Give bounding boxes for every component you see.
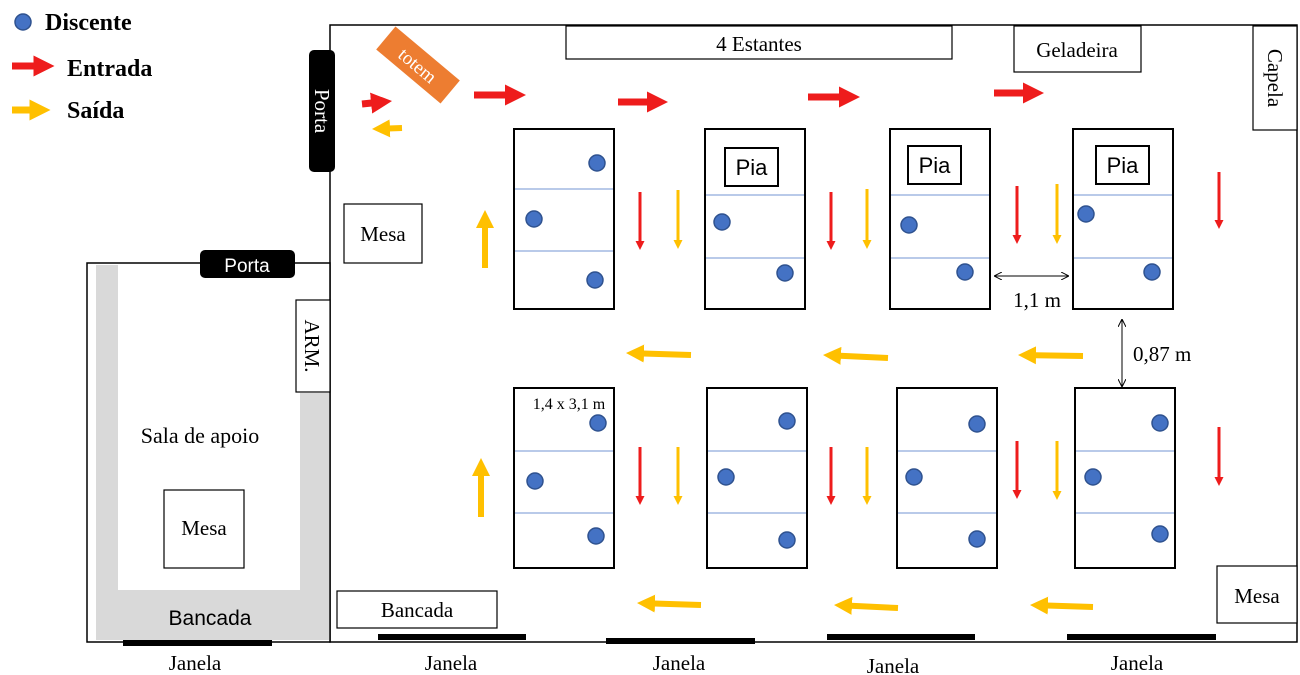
pia-label: Pia (919, 153, 952, 178)
lab-bench: Pia (1072, 128, 1174, 310)
discente-marker (717, 468, 735, 486)
discente-marker (1077, 205, 1095, 223)
legend: Discente Entrada Saída (12, 10, 152, 124)
porta-main-door (309, 50, 335, 172)
window-bar (606, 638, 755, 644)
discente-marker (905, 468, 923, 486)
pia-sink (724, 147, 779, 187)
window-bar (123, 640, 272, 646)
entrada-arrow (361, 92, 393, 114)
saida-arrow (1017, 346, 1084, 365)
discente-marker (900, 216, 918, 234)
window-bar (378, 634, 526, 640)
janela-label: Janela (1111, 651, 1164, 675)
discente-marker (956, 263, 974, 281)
sala-apoio-label: Sala de apoio (141, 423, 260, 448)
totem-box (376, 26, 460, 104)
dimension-markers: 1,1 m 0,87 m (995, 276, 1191, 386)
benches: Pia Pia Pia 1,4 x 3,1 m (513, 128, 1176, 569)
discente-marker (588, 154, 606, 172)
estantes (565, 25, 953, 60)
support-room: Bancada Sala de apoio Mesa ARM. Porta (86, 250, 331, 643)
mesa-sala (163, 489, 245, 569)
geladeira (1013, 25, 1142, 73)
discente-marker (1143, 263, 1161, 281)
lab-bench (1074, 387, 1176, 569)
discente-marker (586, 271, 604, 289)
discente-marker (713, 213, 731, 231)
discente-marker (589, 414, 607, 432)
janela-label: Janela (653, 651, 706, 675)
bancada-main-label: Bancada (381, 598, 454, 622)
porta-main-label: Porta (310, 89, 334, 134)
mesa-sala-label: Mesa (181, 516, 227, 540)
discente-marker (526, 472, 544, 490)
discente-marker (1084, 468, 1102, 486)
legend-discente-marker (14, 13, 32, 31)
capela-label: Capela (1263, 49, 1287, 108)
discente-marker (776, 264, 794, 282)
bancada-main (336, 590, 498, 629)
discente-marker (1151, 525, 1169, 543)
mesa-right-label: Mesa (1234, 584, 1280, 608)
mesa-left-label: Mesa (360, 222, 406, 246)
lab-bench (896, 387, 998, 569)
porta-sala-label: Porta (224, 256, 270, 277)
capela (1252, 25, 1298, 131)
pia-sink (907, 145, 962, 185)
estantes-label: 4 Estantes (716, 32, 802, 56)
janela-label: Janela (169, 651, 222, 675)
pia-label: Pia (736, 155, 769, 180)
lab-bench (513, 128, 615, 310)
discente-marker (778, 531, 796, 549)
support-room-bench-area (96, 265, 329, 640)
discente-marker (778, 412, 796, 430)
lab-bench: Pia (704, 128, 806, 310)
lab-bench: Pia (889, 128, 991, 310)
legend-discente-label: Discente (45, 10, 132, 36)
lab-bench: 1,4 x 3,1 m (513, 387, 615, 569)
saida-arrow (371, 119, 403, 138)
discente-marker (587, 527, 605, 545)
saida-arrow (625, 344, 692, 363)
geladeira-label: Geladeira (1036, 38, 1118, 62)
arm-label: ARM. (300, 319, 324, 372)
lab-bench (706, 387, 808, 569)
saida-arrow (822, 346, 889, 365)
arm-cabinet (295, 299, 331, 393)
totem: totem (376, 26, 460, 104)
janela-label: Janela (867, 654, 920, 675)
dim-vertical-label: 0,87 m (1133, 342, 1191, 366)
mesa-right (1216, 565, 1298, 624)
legend-saida-label: Saída (67, 98, 124, 124)
window-bar (827, 634, 975, 640)
mesa-left (343, 203, 423, 264)
saida-arrow (636, 594, 702, 613)
discente-marker (968, 530, 986, 548)
discente-marker (525, 210, 543, 228)
porta-sala-door (200, 250, 295, 278)
discente-marker (1151, 414, 1169, 432)
bench-size-label: 1,4 x 3,1 m (533, 396, 606, 413)
flow-arrows (361, 82, 1224, 615)
saida-arrow (833, 596, 899, 615)
pia-label: Pia (1107, 153, 1140, 178)
pia-sink (1095, 145, 1150, 185)
discente-marker (968, 415, 986, 433)
bancada-sala-label: Bancada (169, 607, 252, 630)
dim-horizontal-label: 1,1 m (1013, 288, 1061, 312)
support-room-outline (86, 262, 331, 643)
janela-label: Janela (425, 651, 478, 675)
saida-arrow (1030, 596, 1094, 615)
legend-entrada-label: Entrada (67, 56, 152, 82)
window-bar (1067, 634, 1216, 640)
windows: Janela Janela Janela Janela Janela (123, 634, 1216, 675)
